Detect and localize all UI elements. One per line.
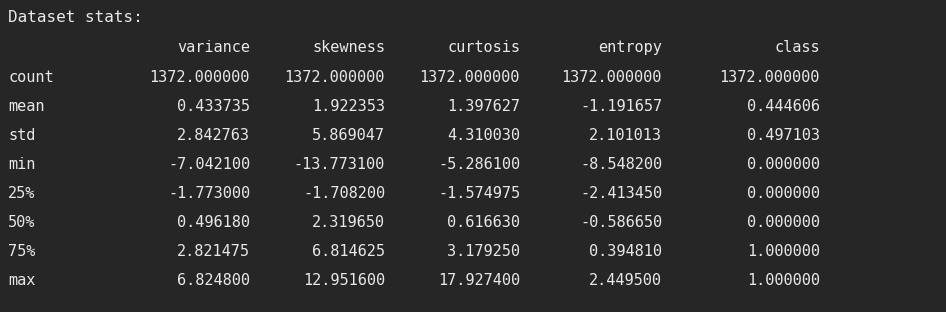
Text: 4.310030: 4.310030: [447, 128, 520, 143]
Text: -13.773100: -13.773100: [294, 157, 385, 172]
Text: 2.101013: 2.101013: [589, 128, 662, 143]
Text: 0.616630: 0.616630: [447, 215, 520, 230]
Text: 75%: 75%: [8, 244, 35, 259]
Text: 1.922353: 1.922353: [312, 99, 385, 114]
Text: variance: variance: [177, 40, 250, 55]
Text: entropy: entropy: [598, 40, 662, 55]
Text: -7.042100: -7.042100: [167, 157, 250, 172]
Text: min: min: [8, 157, 35, 172]
Text: std: std: [8, 128, 35, 143]
Text: -1.191657: -1.191657: [580, 99, 662, 114]
Text: 6.824800: 6.824800: [177, 273, 250, 288]
Text: 1372.000000: 1372.000000: [420, 70, 520, 85]
Text: -1.773000: -1.773000: [167, 186, 250, 201]
Text: 2.842763: 2.842763: [177, 128, 250, 143]
Text: -8.548200: -8.548200: [580, 157, 662, 172]
Text: 1372.000000: 1372.000000: [285, 70, 385, 85]
Text: 1.397627: 1.397627: [447, 99, 520, 114]
Text: class: class: [775, 40, 820, 55]
Text: 12.951600: 12.951600: [303, 273, 385, 288]
Text: 0.496180: 0.496180: [177, 215, 250, 230]
Text: 6.814625: 6.814625: [312, 244, 385, 259]
Text: -5.286100: -5.286100: [438, 157, 520, 172]
Text: 3.179250: 3.179250: [447, 244, 520, 259]
Text: 0.394810: 0.394810: [589, 244, 662, 259]
Text: 17.927400: 17.927400: [438, 273, 520, 288]
Text: 2.319650: 2.319650: [312, 215, 385, 230]
Text: 1372.000000: 1372.000000: [720, 70, 820, 85]
Text: count: count: [8, 70, 54, 85]
Text: 0.444606: 0.444606: [747, 99, 820, 114]
Text: 25%: 25%: [8, 186, 35, 201]
Text: 1.000000: 1.000000: [747, 273, 820, 288]
Text: 0.000000: 0.000000: [747, 157, 820, 172]
Text: -0.586650: -0.586650: [580, 215, 662, 230]
Text: 1372.000000: 1372.000000: [149, 70, 250, 85]
Text: skewness: skewness: [312, 40, 385, 55]
Text: -2.413450: -2.413450: [580, 186, 662, 201]
Text: 5.869047: 5.869047: [312, 128, 385, 143]
Text: -1.708200: -1.708200: [303, 186, 385, 201]
Text: 0.000000: 0.000000: [747, 215, 820, 230]
Text: 50%: 50%: [8, 215, 35, 230]
Text: 1372.000000: 1372.000000: [562, 70, 662, 85]
Text: 2.449500: 2.449500: [589, 273, 662, 288]
Text: 1.000000: 1.000000: [747, 244, 820, 259]
Text: max: max: [8, 273, 35, 288]
Text: mean: mean: [8, 99, 44, 114]
Text: 0.433735: 0.433735: [177, 99, 250, 114]
Text: curtosis: curtosis: [447, 40, 520, 55]
Text: 0.497103: 0.497103: [747, 128, 820, 143]
Text: Dataset stats:: Dataset stats:: [8, 10, 143, 25]
Text: 0.000000: 0.000000: [747, 186, 820, 201]
Text: 2.821475: 2.821475: [177, 244, 250, 259]
Text: -1.574975: -1.574975: [438, 186, 520, 201]
